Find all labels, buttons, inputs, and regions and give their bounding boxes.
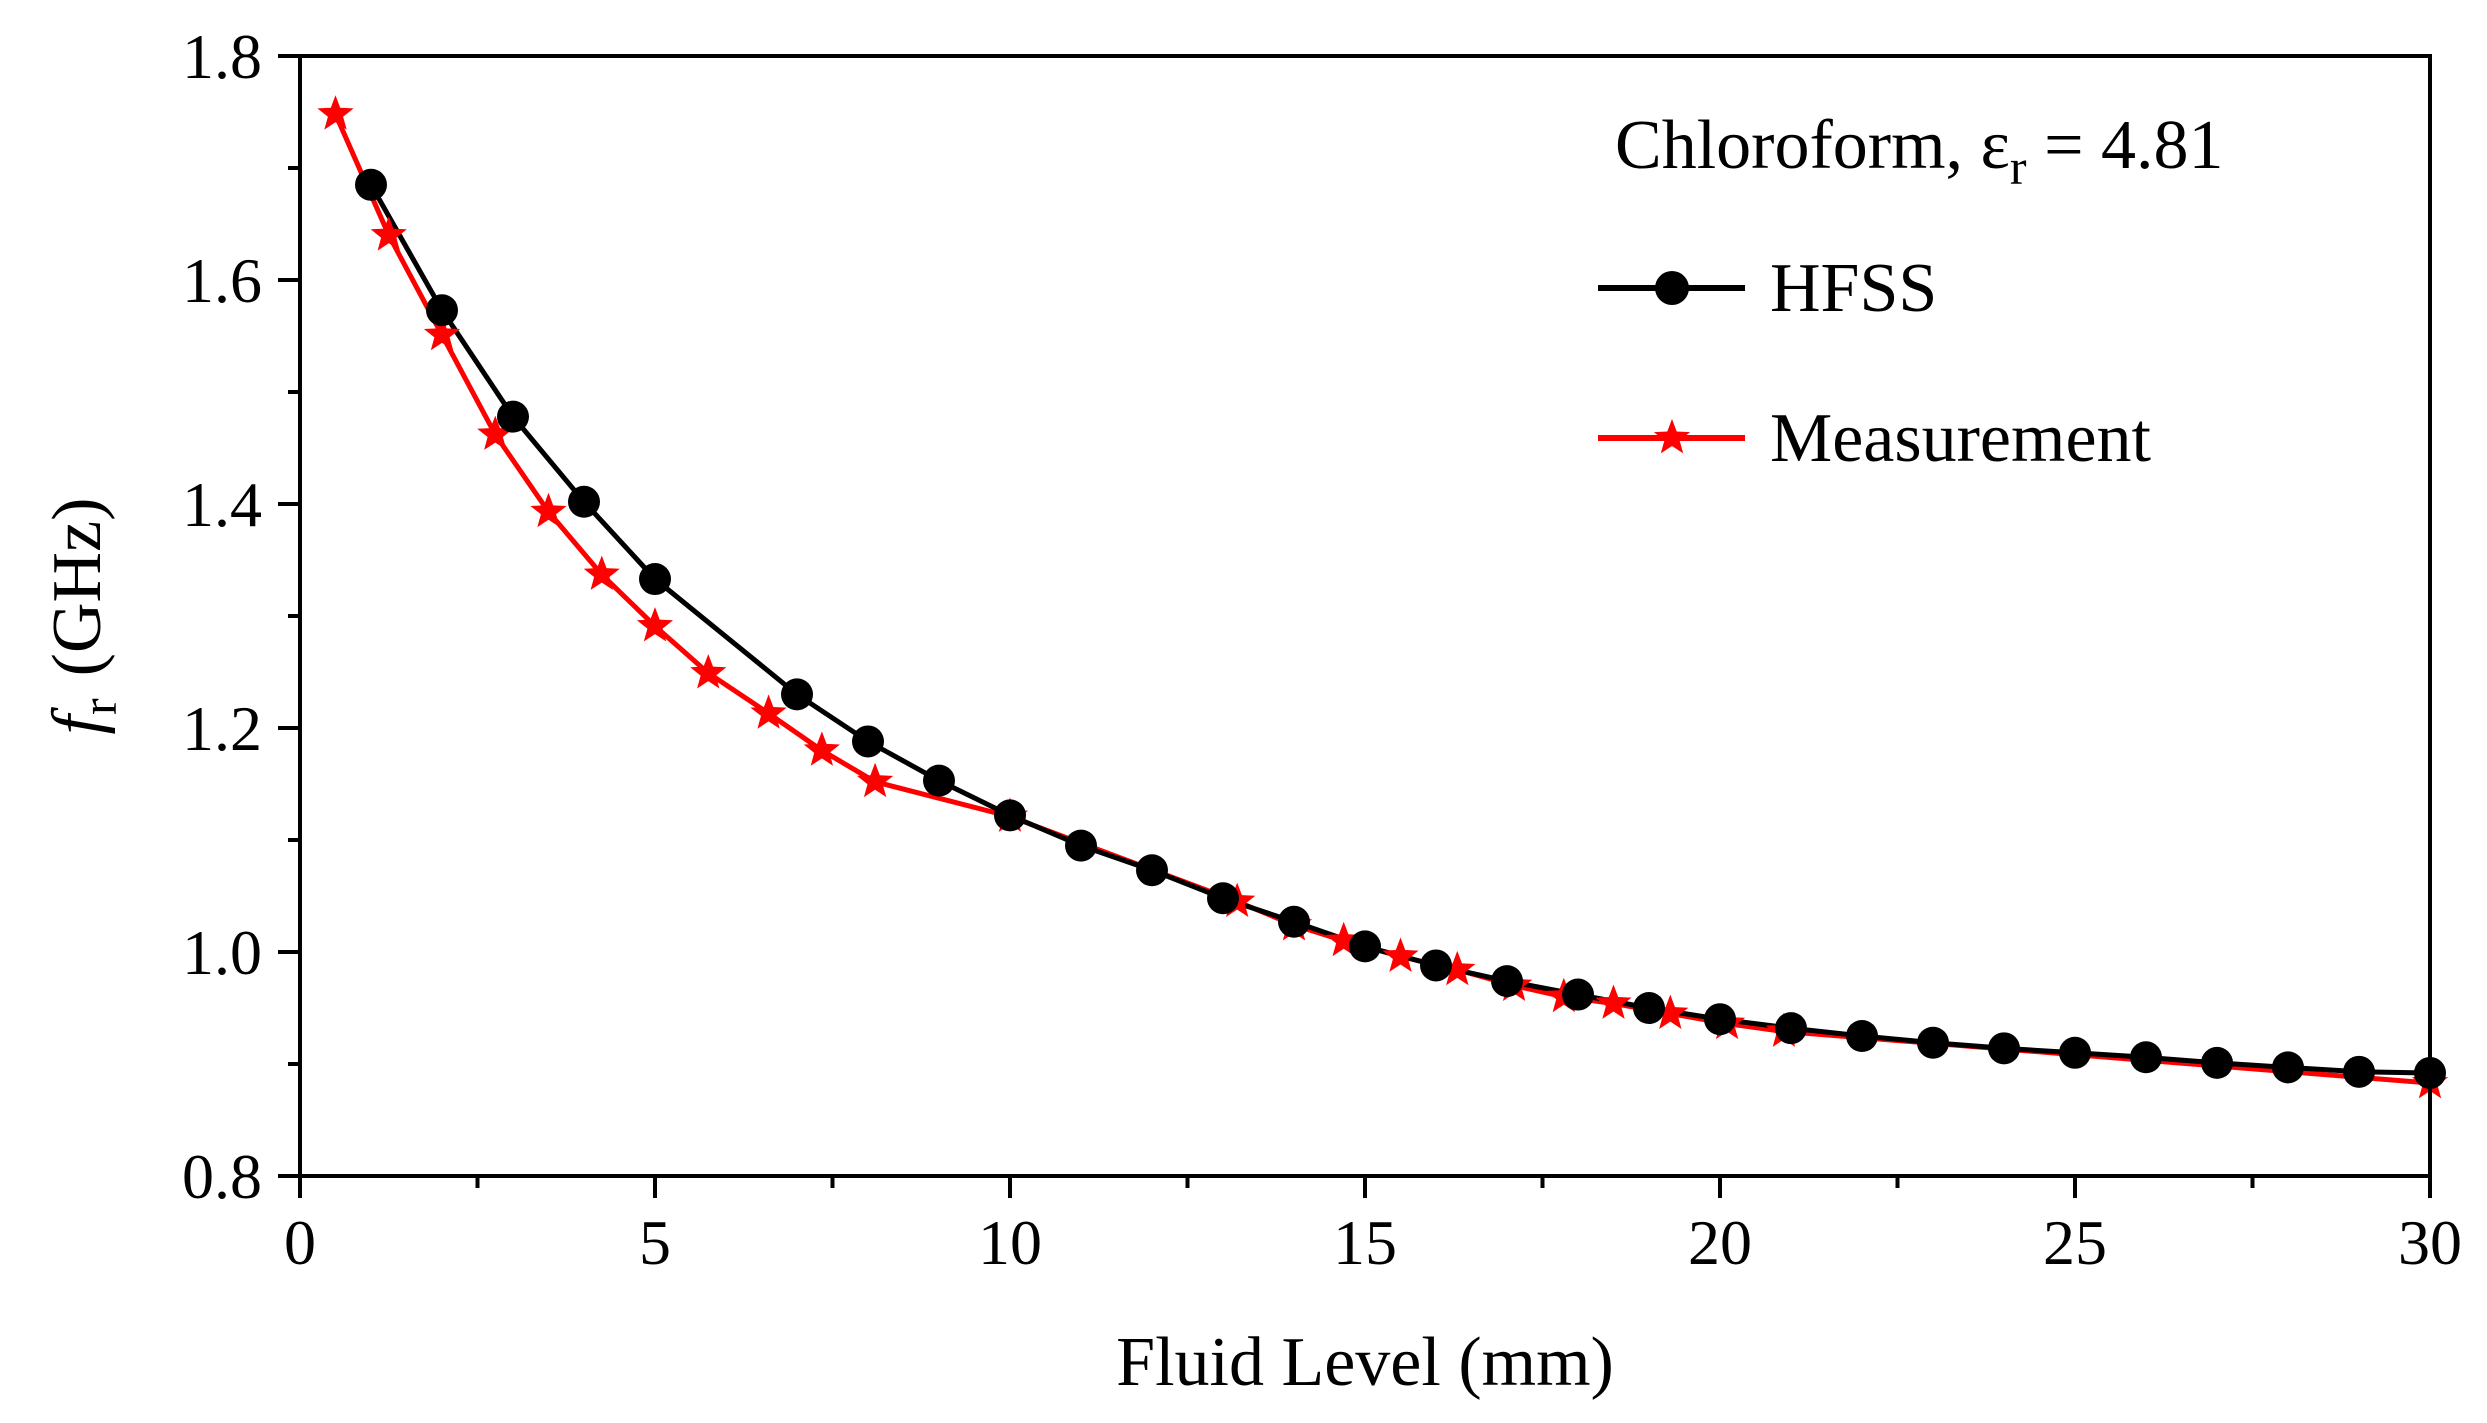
- data-point-hfss: [426, 294, 458, 327]
- data-point-hfss: [1207, 882, 1239, 915]
- x-tick-label: 20: [1688, 1207, 1752, 1278]
- y-axis-subscript: r: [71, 698, 127, 715]
- data-point-hfss: [1065, 829, 1097, 862]
- x-tick-label: 10: [978, 1207, 1042, 1278]
- legend: Chloroform, εr = 4.81 HFSS Measurement: [1598, 107, 2224, 477]
- data-point-hfss: [1136, 854, 1168, 887]
- data-point-measurement: [1652, 994, 1689, 1029]
- legend-header-subscript: r: [2010, 139, 2027, 195]
- data-point-hfss: [355, 168, 387, 201]
- legend-header: Chloroform, εr = 4.81: [1615, 107, 2224, 195]
- data-point-hfss: [1562, 978, 1594, 1011]
- legend-marker-measurement: [1653, 419, 1691, 454]
- data-point-hfss: [994, 799, 1026, 832]
- data-point-hfss: [2059, 1036, 2091, 1069]
- data-point-measurement: [636, 607, 674, 642]
- y-tick-label: 0.8: [182, 1141, 262, 1212]
- data-point-measurement: [857, 762, 894, 798]
- x-axis: 0 5 10 15 20 25 30: [284, 1176, 2462, 1278]
- y-tick-label: 1.8: [182, 21, 262, 92]
- data-point-hfss: [2130, 1041, 2162, 1074]
- data-point-measurement: [477, 415, 514, 450]
- y-tick-label: 1.2: [182, 693, 262, 764]
- data-point-hfss: [1349, 930, 1381, 963]
- x-tick-label: 5: [639, 1207, 671, 1278]
- data-point-hfss: [923, 764, 955, 797]
- data-point-measurement: [1325, 921, 1362, 957]
- data-point-measurement: [1595, 984, 1632, 1019]
- x-tick-label: 0: [284, 1207, 316, 1278]
- data-point-hfss: [497, 400, 529, 433]
- data-point-hfss: [2343, 1055, 2375, 1088]
- data-point-measurement: [317, 95, 354, 130]
- legend-label-hfss: HFSS: [1770, 250, 1937, 327]
- data-point-measurement: [1439, 950, 1476, 986]
- chart-marks: [317, 95, 2449, 1099]
- legend-label-measurement: Measurement: [1770, 400, 2152, 477]
- data-point-hfss: [1491, 965, 1523, 998]
- y-axis-title: fr(GHz): [39, 498, 127, 735]
- data-point-hfss: [2272, 1051, 2304, 1084]
- x-tick-label: 30: [2398, 1207, 2462, 1278]
- y-tick-label: 1.6: [182, 245, 262, 316]
- data-point-measurement: [803, 731, 840, 766]
- data-point-measurement: [750, 694, 787, 729]
- x-tick-label: 15: [1333, 1207, 1397, 1278]
- data-point-hfss: [639, 563, 671, 596]
- data-point-hfss: [852, 725, 884, 758]
- data-point-hfss: [1775, 1012, 1807, 1045]
- data-point-hfss: [1917, 1026, 1949, 1059]
- legend-marker-hfss: [1655, 271, 1689, 305]
- data-point-measurement: [370, 216, 407, 251]
- series-line-measurement: [333, 113, 2431, 1086]
- data-point-measurement: [530, 492, 567, 528]
- data-point-hfss: [1420, 949, 1452, 982]
- data-point-hfss: [1846, 1020, 1878, 1052]
- data-point-measurement: [423, 315, 461, 351]
- plot-frame: [298, 54, 2432, 1178]
- data-point-hfss: [568, 485, 600, 518]
- data-point-measurement: [690, 654, 727, 689]
- legend-header-text: Chloroform, ε: [1615, 107, 2010, 184]
- legend-header-value: = 4.81: [2027, 107, 2224, 184]
- data-point-hfss: [1278, 905, 1310, 938]
- y-axis-unit: (GHz): [39, 498, 116, 677]
- data-point-hfss: [2201, 1046, 2233, 1079]
- data-point-hfss: [1633, 992, 1665, 1024]
- data-point-measurement: [583, 555, 620, 590]
- data-point-hfss: [1704, 1003, 1736, 1036]
- x-axis-title: Fluid Level (mm): [1116, 1324, 1614, 1401]
- data-point-hfss: [781, 678, 813, 711]
- y-tick-label: 1.4: [182, 469, 262, 540]
- data-point-hfss: [1988, 1032, 2020, 1065]
- x-tick-label: 25: [2043, 1207, 2107, 1278]
- y-axis: 0.8 1.0 1.2 1.4 1.6 1.8: [182, 21, 300, 1212]
- y-tick-label: 1.0: [182, 917, 262, 988]
- data-point-measurement: [1382, 937, 1419, 972]
